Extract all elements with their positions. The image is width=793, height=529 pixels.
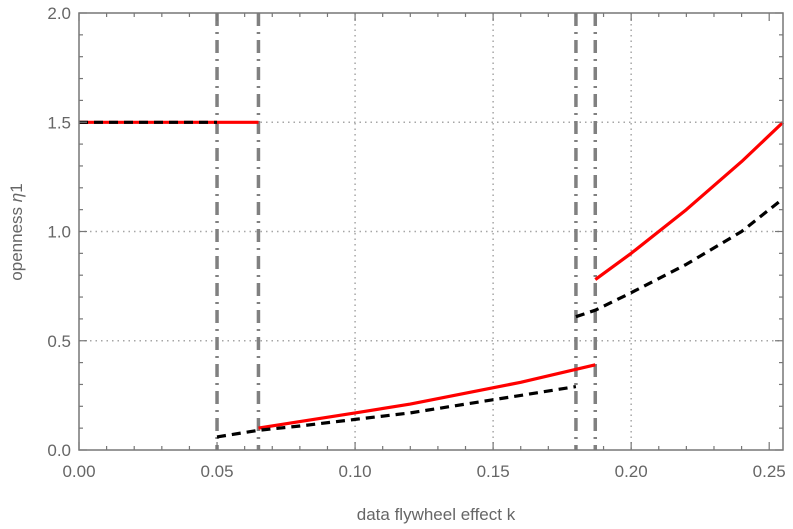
grid-lines <box>79 13 783 450</box>
vertical-marker-lines <box>215 13 598 450</box>
x-tick-label: 0.10 <box>339 462 372 481</box>
black-dashed-series <box>216 385 577 439</box>
x-tick-label: 0.15 <box>477 462 510 481</box>
data-series <box>79 120 785 439</box>
x-axis-title: data flywheel effect k <box>357 505 516 524</box>
y-tick-label: 1.0 <box>47 223 71 242</box>
red-solid-series <box>258 363 596 430</box>
y-tick-label: 1.5 <box>47 113 71 132</box>
y-tick-label: 2.0 <box>47 4 71 23</box>
black-dashed-series <box>575 197 784 319</box>
y-tick-label: 0.0 <box>47 441 71 460</box>
red-solid-series <box>594 121 785 281</box>
x-tick-label: 0.25 <box>753 462 786 481</box>
x-tick-label: 0.20 <box>615 462 648 481</box>
y-axis-title: openness η1 <box>7 183 26 280</box>
x-tick-label: 0.00 <box>62 462 95 481</box>
y-axis-ticks: 0.0 0.5 1.0 1.5 2.0 <box>47 4 783 460</box>
x-axis-ticks: 0.00 0.05 0.10 0.15 0.20 0.25 <box>62 13 786 481</box>
y-tick-label: 0.5 <box>47 332 71 351</box>
x-tick-label: 0.05 <box>200 462 233 481</box>
